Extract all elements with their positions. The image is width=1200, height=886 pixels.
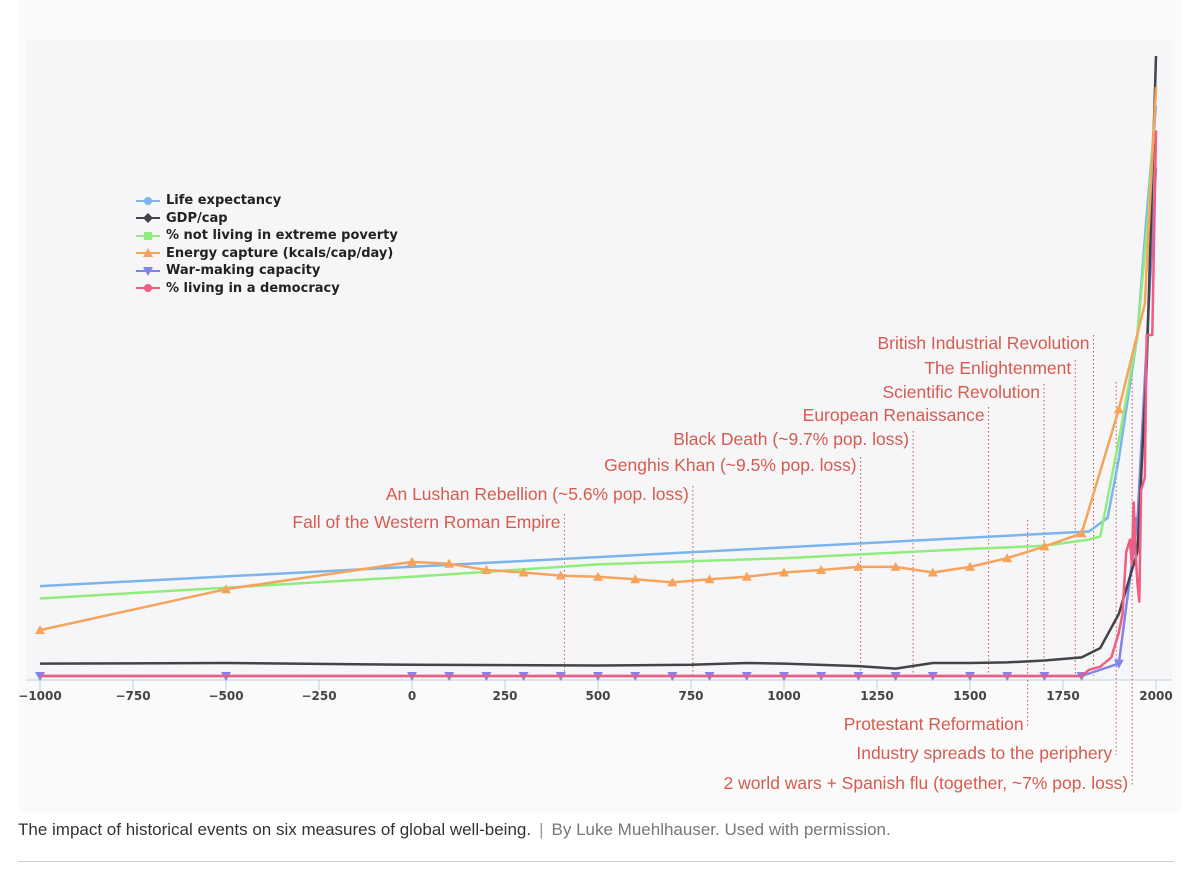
legend-item-war-making-capacity[interactable]: War-making capacity [136,262,398,280]
legend-label: Energy capture (kcals/cap/day) [166,245,394,261]
legend-swatch [136,196,160,205]
event-label: Fall of the Western Roman Empire [292,512,560,532]
x-tick-label: 1750 [1046,689,1079,703]
series-point-energy-capture-kcals-cap-day [593,571,603,581]
x-tick-label: 750 [678,689,703,703]
series-point-energy-capture-kcals-cap-day [518,567,529,577]
x-tick-label: 250 [492,689,517,703]
series-point-energy-capture-kcals-cap-day [741,571,752,581]
legend-swatch [136,284,160,293]
series-point-energy-capture-kcals-cap-day [407,556,417,566]
plot-area [26,40,1172,680]
legend-item-not-living-in-extreme-poverty[interactable]: % not living in extreme poverty [136,227,398,245]
legend-label: % living in a democracy [166,280,340,296]
event-label: Industry spreads to the periphery [856,743,1112,763]
caption-divider [18,861,1174,862]
chart-svg: −1000 −750 −500 −250 0 250 500 750 1000 1250 1500 1… [18,0,1182,812]
x-tick-label: 500 [585,689,610,703]
event-label: British Industrial Revolution [877,333,1089,353]
x-tick-label: 0 [408,689,416,703]
caption-text: The impact of historical events on six m… [18,820,532,839]
caption-credit: By Luke Muehlhauser. Used with permissio… [551,820,891,839]
chart-area: −1000 −750 −500 −250 0 250 500 750 1000 1250 1500 1… [18,0,1182,812]
event-label: Scientific Revolution [882,382,1040,402]
x-tick-label: −500 [208,689,243,703]
series-point-energy-capture-kcals-cap-day [1113,404,1124,414]
legend-swatch-marker [144,196,152,205]
x-tick-label: 1000 [767,689,800,703]
series-point-energy-capture-kcals-cap-day [1039,541,1050,551]
series-point-energy-capture-kcals-cap-day [630,574,641,584]
series-point-energy-capture-kcals-cap-day [667,577,678,587]
series-point-energy-capture-kcals-cap-day [555,570,566,580]
series-point-energy-capture-kcals-cap-day [890,561,901,571]
series-line-energy-capture-kcals-cap-day [39,86,1158,632]
series-line-living-in-a-democracy [40,130,1158,678]
legend-swatch [136,213,160,224]
chart-legend: Life expectancy GDP/cap % not living in ex… [136,192,398,297]
figure-caption: The impact of historical events on six m… [18,820,1182,840]
x-tick-label: −750 [115,689,150,703]
event-label: Protestant Reformation [844,714,1024,734]
series-point-energy-capture-kcals-cap-day [1002,553,1013,563]
series-point-energy-capture-kcals-cap-day [481,564,492,574]
series-point-energy-capture-kcals-cap-day [853,561,864,571]
series-point-energy-capture-kcals-cap-day [816,564,827,574]
legend-swatch-marker [143,213,153,224]
x-tick-label: 2000 [1139,689,1172,703]
event-label: 2 world wars + Spanish flu (together, ~7… [724,773,1129,793]
series-point-energy-capture-kcals-cap-day [221,584,231,594]
series-point-energy-capture-kcals-cap-day [35,625,45,635]
legend-label: % not living in extreme poverty [166,228,398,244]
legend-label: GDP/cap [166,210,228,226]
series-line-not-living-in-extreme-poverty [39,86,1158,600]
legend-swatch [136,266,160,276]
event-label: An Lushan Rebellion (~5.6% pop. loss) [386,484,689,504]
x-tick-label: 1500 [953,689,986,703]
series-point-energy-capture-kcals-cap-day [704,574,715,584]
series-point-energy-capture-kcals-cap-day [965,561,975,571]
legend-swatch [136,231,160,240]
legend-item-gdp-cap[interactable]: GDP/cap [136,210,398,228]
series-line-gdp-cap [39,55,1158,670]
legend-swatch-marker [143,266,153,276]
legend-label: Life expectancy [166,193,282,209]
series-point-energy-capture-kcals-cap-day [444,558,455,568]
event-label: Genghis Khan (~9.5% pop. loss) [604,455,856,475]
legend-swatch-marker [143,248,153,258]
legend-item-energy-capture-kcals-cap-day[interactable]: Energy capture (kcals/cap/day) [136,245,398,263]
legend-label: War-making capacity [166,263,321,279]
series-point-energy-capture-kcals-cap-day [927,567,938,577]
x-tick-label: −250 [301,689,336,703]
series-line-life-expectancy [39,105,1158,588]
event-label: European Renaissance [803,405,985,425]
series-point-energy-capture-kcals-cap-day [779,567,789,577]
x-tick-label: 1250 [860,689,893,703]
x-tick-label: −1000 [18,689,61,703]
legend-swatch-marker [144,231,152,240]
legend-item-life-expectancy[interactable]: Life expectancy [136,192,398,210]
series-point-war-making-capacity [1113,659,1124,669]
legend-swatch [136,248,160,258]
series-point-energy-capture-kcals-cap-day [1076,528,1087,538]
event-label: The Enlightenment [924,358,1071,378]
legend-item-living-in-a-democracy[interactable]: % living in a democracy [136,280,398,298]
legend-swatch-marker [144,284,152,293]
caption-separator: | [539,820,544,839]
event-label: Black Death (~9.7% pop. loss) [673,429,909,449]
